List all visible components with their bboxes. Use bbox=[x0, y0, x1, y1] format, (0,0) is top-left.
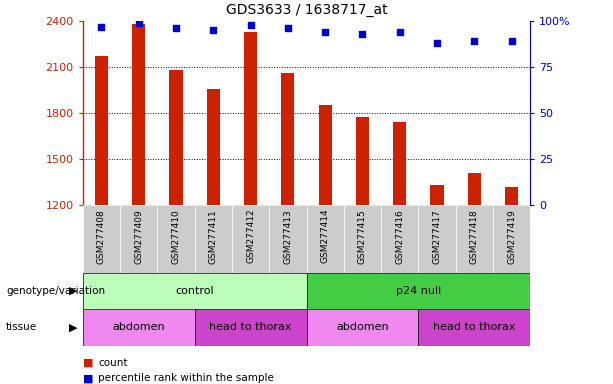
Text: GSM277417: GSM277417 bbox=[433, 209, 441, 263]
Bar bbox=[120, 205, 158, 273]
Text: GSM277416: GSM277416 bbox=[395, 209, 404, 263]
Bar bbox=[468, 173, 481, 205]
Point bbox=[395, 29, 405, 35]
Bar bbox=[493, 205, 530, 273]
Bar bbox=[319, 105, 332, 205]
Bar bbox=[306, 205, 344, 273]
Text: ■: ■ bbox=[83, 358, 93, 368]
Text: GSM277419: GSM277419 bbox=[507, 209, 516, 263]
Text: GSM277408: GSM277408 bbox=[97, 209, 106, 263]
Text: abdomen: abdomen bbox=[336, 322, 389, 333]
Bar bbox=[169, 70, 183, 205]
Bar bbox=[418, 309, 530, 346]
Bar bbox=[393, 122, 406, 205]
Bar bbox=[455, 205, 493, 273]
Point bbox=[320, 29, 330, 35]
Point bbox=[470, 38, 479, 45]
Text: ▶: ▶ bbox=[69, 322, 78, 333]
Bar bbox=[269, 205, 306, 273]
Text: GSM277410: GSM277410 bbox=[172, 209, 180, 263]
Bar bbox=[344, 205, 381, 273]
Text: GSM277412: GSM277412 bbox=[246, 209, 255, 263]
Text: ■: ■ bbox=[83, 373, 93, 383]
Text: ▶: ▶ bbox=[69, 286, 78, 296]
Point bbox=[96, 23, 106, 30]
Point bbox=[246, 22, 256, 28]
Point bbox=[283, 25, 293, 31]
Title: GDS3633 / 1638717_at: GDS3633 / 1638717_at bbox=[226, 3, 387, 17]
Bar bbox=[195, 309, 306, 346]
Text: abdomen: abdomen bbox=[112, 322, 165, 333]
Bar bbox=[83, 205, 120, 273]
Point bbox=[432, 40, 442, 46]
Bar bbox=[83, 309, 195, 346]
Bar bbox=[232, 205, 269, 273]
Text: control: control bbox=[175, 286, 214, 296]
Bar bbox=[505, 187, 518, 205]
Text: head to thorax: head to thorax bbox=[433, 322, 516, 333]
Text: percentile rank within the sample: percentile rank within the sample bbox=[98, 373, 274, 383]
Text: GSM277415: GSM277415 bbox=[358, 209, 367, 263]
Bar bbox=[207, 89, 220, 205]
Bar bbox=[244, 32, 257, 205]
Text: count: count bbox=[98, 358, 128, 368]
Text: head to thorax: head to thorax bbox=[209, 322, 292, 333]
Bar bbox=[95, 56, 108, 205]
Bar bbox=[281, 73, 294, 205]
Text: GSM277413: GSM277413 bbox=[283, 209, 292, 263]
Text: GSM277409: GSM277409 bbox=[134, 209, 143, 263]
Bar bbox=[381, 205, 418, 273]
Text: GSM277418: GSM277418 bbox=[470, 209, 479, 263]
Bar bbox=[195, 205, 232, 273]
Bar bbox=[430, 185, 444, 205]
Bar bbox=[306, 309, 418, 346]
Bar bbox=[132, 24, 145, 205]
Text: tissue: tissue bbox=[6, 322, 37, 333]
Text: GSM277411: GSM277411 bbox=[209, 209, 218, 263]
Bar bbox=[356, 117, 369, 205]
Text: genotype/variation: genotype/variation bbox=[6, 286, 105, 296]
Point bbox=[134, 20, 143, 26]
Point bbox=[357, 31, 367, 37]
Point bbox=[208, 27, 218, 33]
Point bbox=[507, 38, 517, 45]
Text: GSM277414: GSM277414 bbox=[321, 209, 330, 263]
Bar bbox=[83, 273, 306, 309]
Text: p24 null: p24 null bbox=[396, 286, 441, 296]
Point bbox=[171, 25, 181, 31]
Bar bbox=[418, 205, 455, 273]
Bar bbox=[306, 273, 530, 309]
Bar bbox=[158, 205, 195, 273]
